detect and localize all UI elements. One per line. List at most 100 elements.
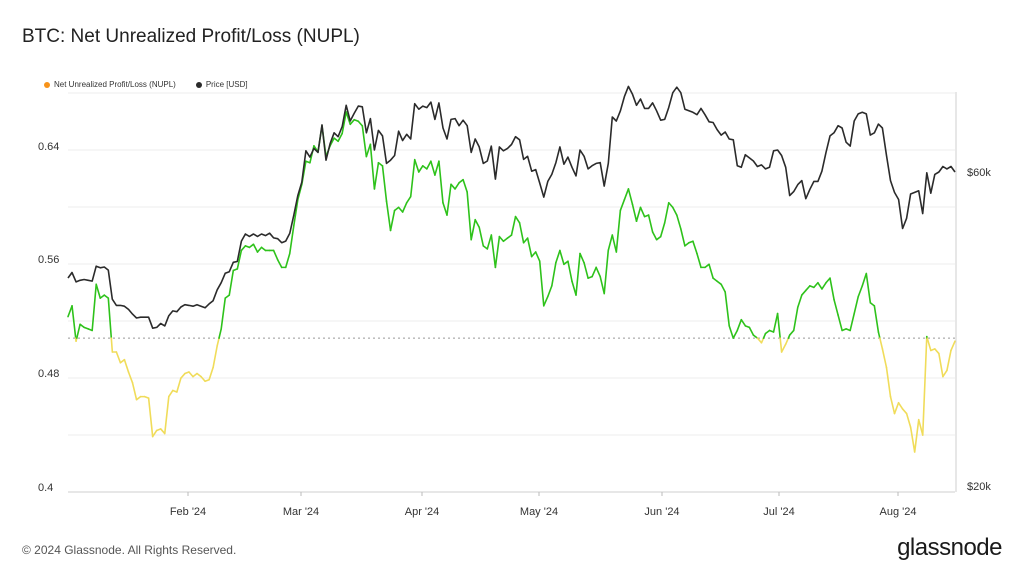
- nupl-line-segment: [567, 260, 573, 283]
- nupl-line-segment: [635, 206, 642, 223]
- nupl-line-segment: [333, 137, 339, 143]
- nupl-line-segment: [381, 165, 388, 203]
- nupl-line-segment: [752, 334, 759, 339]
- nupl-line-segment: [518, 221, 525, 244]
- nupl-line-segment: [288, 225, 295, 255]
- x-tick-label: Aug '24: [880, 506, 917, 518]
- nupl-line-segment: [470, 218, 477, 241]
- nupl-line-segment: [885, 366, 892, 398]
- nupl-line-segment: [627, 188, 634, 206]
- nupl-line-segment: [909, 426, 916, 453]
- nupl-line-segment: [772, 312, 779, 333]
- nupl-line-segment: [728, 325, 735, 339]
- nupl-line-segment: [655, 235, 662, 241]
- nupl-line-segment: [663, 201, 670, 224]
- nupl-line-segment: [946, 349, 952, 372]
- nupl-line-segment: [716, 280, 722, 286]
- nupl-line-segment: [454, 181, 460, 190]
- nupl-line-segment: [292, 198, 299, 227]
- nupl-line-segment: [240, 245, 247, 252]
- nupl-line-segment: [272, 249, 279, 261]
- nupl-line-segment: [671, 206, 678, 216]
- nupl-line-segment: [788, 329, 795, 336]
- nupl-line-segment: [680, 228, 686, 247]
- nupl-line-segment: [75, 323, 81, 339]
- nupl-line-segment: [71, 305, 77, 339]
- nupl-line-segment: [530, 251, 537, 258]
- nupl-line-segment: [462, 178, 468, 193]
- nupl-line-segment: [764, 329, 771, 335]
- nupl-line-segment: [603, 249, 610, 295]
- nupl-line-segment: [506, 234, 513, 239]
- nupl-line-segment: [760, 337, 765, 344]
- nupl-line-segment: [926, 337, 932, 352]
- nupl-line-segment: [720, 283, 726, 293]
- nupl-line-segment: [131, 381, 138, 401]
- nupl-line-segment: [905, 412, 912, 429]
- nupl-line-segment: [821, 281, 827, 290]
- nupl-line-segment: [792, 306, 799, 332]
- nupl-line-segment: [220, 297, 227, 330]
- nupl-line-segment: [522, 237, 529, 244]
- nupl-line-segment: [829, 277, 835, 301]
- nupl-line-segment: [631, 203, 638, 223]
- nupl-line-segment: [623, 188, 630, 201]
- nupl-line-segment: [349, 118, 356, 126]
- nupl-line-segment: [474, 218, 481, 229]
- nupl-line-segment: [534, 251, 541, 263]
- nupl-line-segment: [779, 337, 783, 353]
- nupl-line-segment: [837, 314, 843, 332]
- legend-item-nupl[interactable]: Net Unrealized Profit/Loss (NUPL): [44, 80, 176, 89]
- nupl-line-segment: [218, 328, 223, 339]
- legend: Net Unrealized Profit/Loss (NUPL) Price …: [44, 80, 248, 89]
- nupl-line-segment: [647, 214, 654, 233]
- nupl-line-segment: [559, 249, 565, 266]
- nupl-line-segment: [252, 243, 259, 253]
- nupl-line-segment: [365, 143, 372, 158]
- nupl-line-segment: [107, 297, 113, 339]
- nupl-line-segment: [659, 221, 666, 238]
- nupl-line-segment: [595, 266, 602, 278]
- nupl-line-segment: [667, 201, 674, 209]
- nupl-line-segment: [942, 369, 948, 378]
- nupl-line-segment: [417, 165, 424, 173]
- y-tick-label-left: 0.64: [38, 141, 59, 153]
- nupl-line-segment: [639, 206, 646, 218]
- nupl-line-segment: [684, 241, 690, 247]
- nupl-line-segment: [357, 120, 364, 127]
- nupl-line-segment: [510, 215, 517, 236]
- nupl-line-segment: [337, 132, 343, 143]
- nupl-line-segment: [555, 249, 561, 264]
- nupl-line-segment: [542, 295, 549, 307]
- nupl-line-segment: [180, 372, 186, 379]
- nupl-line-segment: [135, 395, 142, 401]
- legend-dot-nupl: [44, 81, 50, 88]
- nupl-line-segment: [817, 281, 823, 290]
- nupl-line-segment: [853, 295, 860, 315]
- nupl-line-segment: [276, 258, 283, 269]
- nupl-line-segment: [79, 323, 85, 329]
- nupl-line-segment: [692, 240, 698, 255]
- legend-item-price[interactable]: Price [USD]: [195, 80, 248, 89]
- nupl-line-segment: [676, 214, 682, 230]
- nupl-line-segment: [877, 331, 881, 339]
- nupl-line-segment: [938, 352, 944, 378]
- nupl-line-segment: [212, 345, 218, 369]
- nupl-line-segment: [897, 401, 904, 410]
- nupl-line-segment: [151, 429, 158, 438]
- nupl-line-segment: [284, 252, 291, 269]
- nupl-line-segment: [405, 195, 412, 204]
- nupl-line-segment: [825, 277, 831, 284]
- nupl-line-segment: [450, 183, 456, 190]
- nupl-line-segment: [502, 237, 509, 243]
- nupl-line-segment: [361, 125, 368, 158]
- nupl-line-segment: [389, 209, 396, 232]
- nupl-line-segment: [615, 209, 622, 253]
- nupl-line-segment: [446, 183, 452, 216]
- nupl-line-segment: [228, 269, 235, 296]
- nupl-line-segment: [901, 408, 908, 415]
- nupl-line-segment: [934, 348, 940, 355]
- nupl-line-segment: [167, 389, 174, 398]
- nupl-line-segment: [409, 158, 416, 198]
- nupl-line-segment: [196, 372, 202, 378]
